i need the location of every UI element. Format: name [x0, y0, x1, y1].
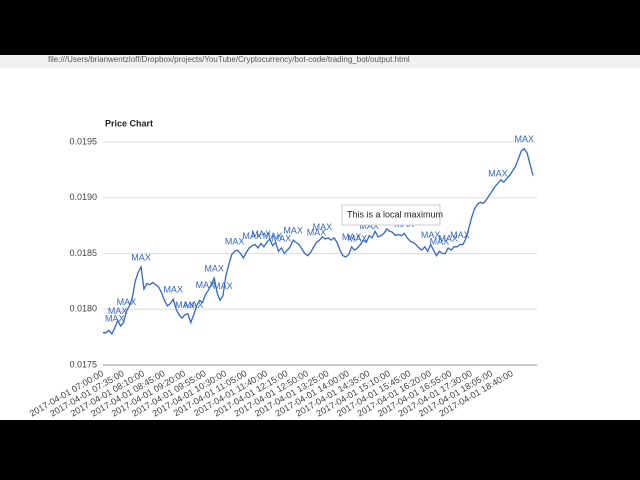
- annotation: MAX: [175, 300, 195, 310]
- annotation: MAX: [421, 230, 441, 240]
- annotation: MAX: [251, 229, 271, 239]
- annotation: MAX: [117, 297, 137, 307]
- annotation: MAX: [213, 281, 233, 291]
- annotation: MAX: [105, 314, 125, 324]
- tooltip-box: [341, 204, 441, 226]
- y-tick-label: 0.0185: [69, 248, 97, 258]
- annotation: MAX: [263, 231, 283, 241]
- annotation: MAX: [342, 232, 362, 242]
- plot: 0.01750.01800.01850.01900.01952017-04-01…: [28, 134, 537, 419]
- chart-title: Price Chart: [105, 118, 153, 128]
- annotation: MAX: [359, 221, 379, 231]
- annotation: MAX: [514, 134, 534, 144]
- annotation: MAX: [348, 233, 368, 243]
- annotation: MAX: [163, 285, 183, 295]
- address-bar[interactable]: [0, 55, 640, 68]
- annotation: MAX: [450, 230, 470, 240]
- page: [0, 68, 640, 420]
- annotation: MAX: [430, 237, 450, 247]
- annotation: MAX: [225, 237, 245, 247]
- annotation: MAX: [283, 225, 303, 235]
- price-line: [103, 147, 534, 335]
- annotation: MAX: [184, 300, 204, 310]
- y-tick-label: 0.0175: [69, 359, 97, 369]
- annotation: MAX: [108, 306, 128, 316]
- annotation: MAX: [196, 280, 216, 290]
- annotation: MAX: [488, 169, 508, 179]
- tooltip-text: This is a local maximum: [347, 209, 443, 219]
- y-tick-label: 0.0195: [69, 136, 97, 146]
- y-tick-label: 0.0190: [69, 192, 97, 202]
- annotation: MAX: [307, 228, 327, 238]
- annotation: MAX: [242, 231, 262, 241]
- annotation: MAX: [272, 233, 292, 243]
- annotation: MAX: [131, 252, 151, 262]
- annotation: MAX: [438, 233, 458, 243]
- url[interactable]: file:///Users/brianwentzloff/Dropbox/pro…: [48, 55, 410, 64]
- y-tick-label: 0.0180: [69, 304, 97, 314]
- annotation: MAX: [313, 222, 333, 232]
- annotation: MAX: [204, 263, 224, 273]
